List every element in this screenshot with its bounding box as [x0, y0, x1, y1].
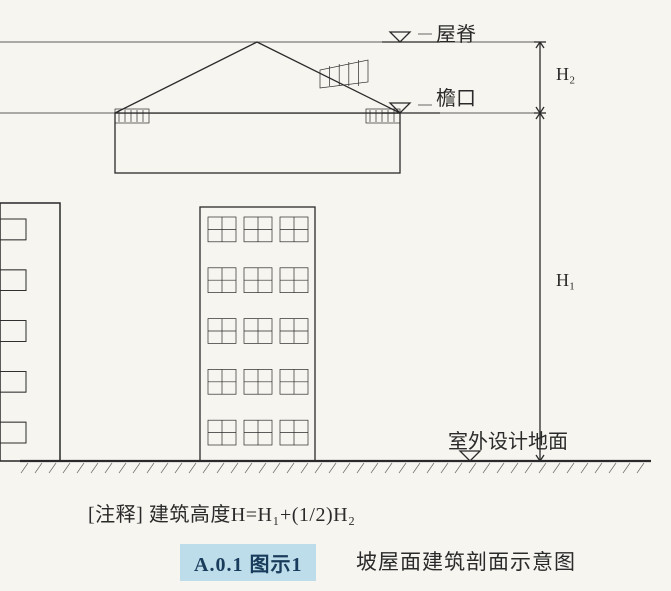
dim-h1: H₁	[556, 270, 575, 291]
figure-caption: 坡屋面建筑剖面示意图	[356, 546, 576, 576]
note-text: [注释] 建筑高度H=H₁+(1/2)H₂	[88, 498, 356, 527]
figure-number: A.0.1 图示1	[180, 544, 316, 581]
label-eave: 檐口	[436, 82, 476, 111]
label-ground: 室外设计地面	[448, 425, 568, 454]
label-ridge: 屋脊	[436, 18, 476, 47]
dim-h2: H₂	[556, 64, 575, 85]
